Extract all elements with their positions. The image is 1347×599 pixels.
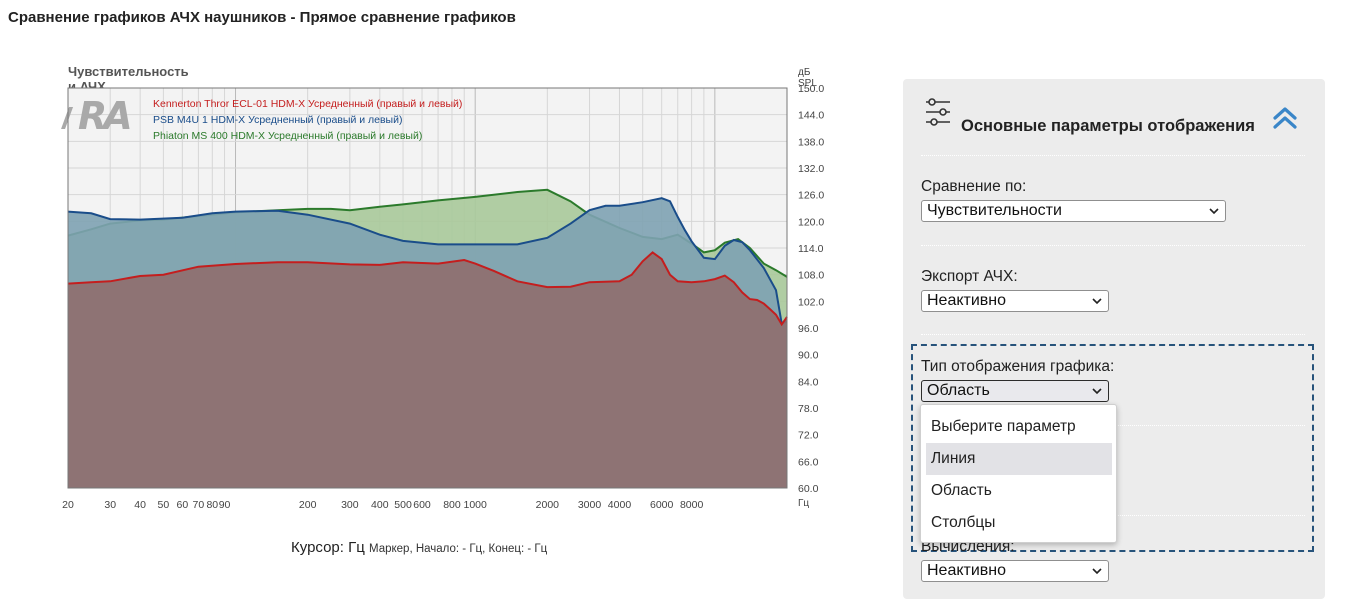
option-area[interactable]: Область (931, 482, 992, 499)
y-tick-label: 150.0 (798, 83, 824, 95)
y-tick-label: 90.0 (798, 350, 819, 362)
y-tick-label: 108.0 (798, 270, 824, 282)
x-tick-label: 2000 (536, 499, 560, 511)
y-tick-label: 72.0 (798, 430, 819, 442)
x-tick-label: 90 (219, 499, 231, 511)
y-tick-label: 60.0 (798, 483, 819, 495)
y-tick-label: 84.0 (798, 376, 819, 388)
x-tick-label: 40 (134, 499, 146, 511)
chevron-down-icon (1092, 298, 1102, 305)
option-choose[interactable]: Выберите параметр (931, 418, 1076, 435)
compare-by-value: Чувствительности (927, 202, 1062, 219)
cursor-readout: Курсор: Гц Маркер, Начало: - Гц, Конец: … (291, 539, 547, 556)
cursor-label: Курсор: (291, 539, 344, 556)
collapse-chevrons-icon[interactable] (1271, 103, 1299, 131)
y-tick-label: 66.0 (798, 456, 819, 468)
graph-type-dropdown: Выберите параметр Линия Область Столбцы (920, 404, 1117, 543)
series-line-2 (67, 251, 788, 327)
chevron-down-icon (1092, 568, 1102, 575)
sliders-icon (926, 98, 950, 126)
divider (921, 155, 1305, 156)
y-tick-label: 120.0 (798, 216, 824, 228)
x-tick-label: 3000 (578, 499, 602, 511)
chevron-down-icon (1209, 208, 1219, 215)
x-tick-label: 6000 (650, 499, 674, 511)
x-tick-label: 50 (158, 499, 170, 511)
y-tick-label: 96.0 (798, 323, 819, 335)
ra-logo-mark (61, 107, 74, 129)
compare-by-label: Сравнение по: (921, 178, 1027, 195)
graph-type-select[interactable]: Область (921, 380, 1109, 402)
compare-by-select[interactable]: Чувствительности (921, 200, 1226, 222)
calc-select[interactable]: Неактивно (921, 560, 1109, 582)
plot-border (67, 87, 788, 489)
y-tick-label: 138.0 (798, 136, 824, 148)
y-tick-label: 144.0 (798, 110, 824, 122)
x-tick-label: 800 (443, 499, 461, 511)
graph-type-value: Область (927, 382, 990, 399)
y-tick-label: 126.0 (798, 190, 824, 202)
chevron-down-icon (1092, 388, 1102, 395)
x-tick-label: 80 (206, 499, 218, 511)
cursor-unit: Гц (348, 539, 365, 556)
settings-panel: Основные параметры отображения Сравнение… (903, 79, 1325, 599)
export-label: Экспорт АЧХ: (921, 268, 1018, 285)
legend-entry[interactable]: Kennerton Thror ECL-01 HDM-X Усредненный… (153, 98, 462, 110)
legend-entry[interactable]: Phiaton MS 400 HDM-X Усредненный (правый… (153, 130, 422, 142)
option-line[interactable]: Линия (926, 443, 1112, 475)
x-tick-label: 400 (371, 499, 389, 511)
x-tick-label: 8000 (680, 499, 704, 511)
chart-svg[interactable]: RA Kennerton Thror ECL-01 HDM-X Усредненн… (0, 0, 880, 530)
x-tick-label: 4000 (608, 499, 632, 511)
series-line-1 (67, 197, 788, 326)
x-tick-label: 500 (394, 499, 412, 511)
series-area-2 (68, 252, 787, 488)
ra-logo: RA (78, 94, 130, 138)
x-tick-label: 60 (177, 499, 189, 511)
marker-readout: Маркер, Начало: - Гц, Конец: - Гц (369, 543, 548, 555)
legend-entry[interactable]: PSB M4U 1 HDM-X Усредненный (правый и ле… (153, 114, 402, 126)
x-tick-label: 70 (193, 499, 205, 511)
divider (921, 334, 1305, 335)
x-tick-label: 30 (104, 499, 116, 511)
y-tick-label: 78.0 (798, 403, 819, 415)
export-value: Неактивно (927, 292, 1007, 309)
option-bars[interactable]: Столбцы (931, 514, 996, 531)
y-axis-unit: дБ SPL (798, 67, 817, 89)
focus-outline (911, 344, 1314, 552)
x-tick-label: 300 (341, 499, 359, 511)
y-tick-label: 102.0 (798, 296, 824, 308)
x-axis-unit: Гц (798, 498, 810, 509)
x-tick-label: 1000 (464, 499, 488, 511)
settings-header: Основные параметры отображения (925, 95, 1305, 143)
y-tick-label: 132.0 (798, 163, 824, 175)
export-select[interactable]: Неактивно (921, 290, 1109, 312)
graph-type-label: Тип отображения графика: (921, 358, 1115, 375)
x-tick-label: 20 (62, 499, 74, 511)
calc-value: Неактивно (927, 562, 1007, 579)
x-tick-label: 600 (413, 499, 431, 511)
page-title: Сравнение графиков АЧХ наушников - Прямо… (8, 9, 516, 26)
divider (921, 245, 1305, 246)
x-tick-label: 200 (299, 499, 317, 511)
settings-title: Основные параметры отображения (961, 117, 1255, 135)
y-tick-label: 114.0 (798, 243, 824, 255)
